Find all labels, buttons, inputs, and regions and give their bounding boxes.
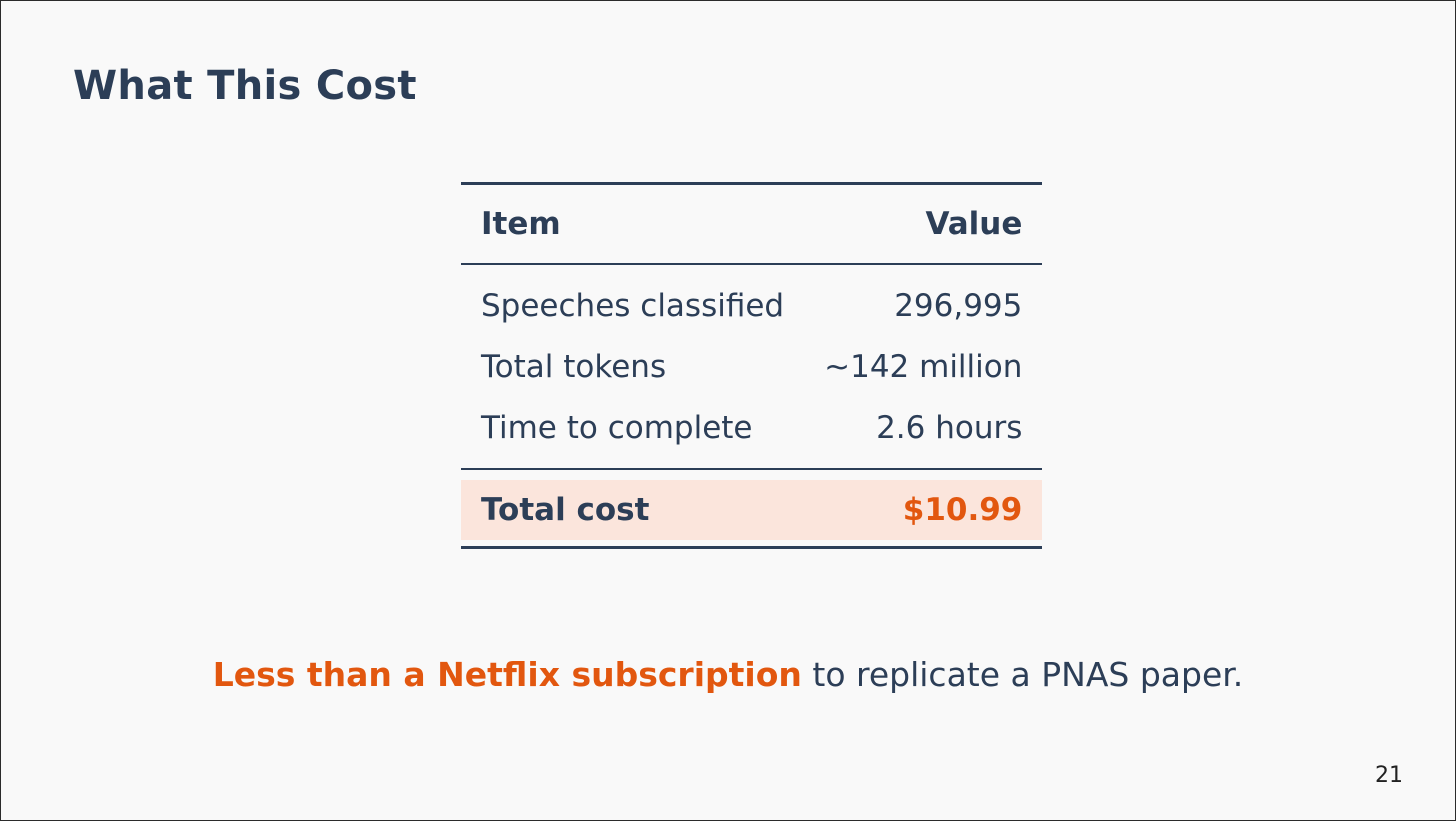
row-item-tokens: Total tokens <box>481 348 667 385</box>
total-row: Total cost $10.99 <box>461 480 1043 540</box>
page-number: 21 <box>1375 763 1403 788</box>
cost-table: Item Value Speeches classified 296,995 T… <box>461 182 1043 549</box>
table-row: Speeches classified 296,995 <box>461 275 1042 336</box>
tagline-rest: to replicate a PNAS paper. <box>801 655 1244 694</box>
row-value-tokens: ∼142 million <box>824 348 1023 385</box>
table-row: Time to complete 2.6 hours <box>461 397 1042 458</box>
total-cost-label: Total cost <box>461 480 805 540</box>
row-value-speeches: 296,995 <box>894 287 1023 324</box>
header-value: Value <box>804 182 1043 265</box>
row-value-time: 2.6 hours <box>876 409 1023 446</box>
header-item: Item <box>461 182 805 265</box>
slide-title: What This Cost <box>73 63 417 109</box>
table-header-row: Item Value <box>461 182 1043 265</box>
table-row: Total tokens ∼142 million <box>461 336 1042 397</box>
row-item-time: Time to complete <box>481 409 753 446</box>
tagline-emphasis: Less than a Netflix subscription <box>212 655 802 694</box>
row-item-speeches: Speeches classified <box>481 287 785 324</box>
total-cost-value: $10.99 <box>804 480 1043 540</box>
tagline: Less than a Netflix subscription to repl… <box>1 655 1455 694</box>
